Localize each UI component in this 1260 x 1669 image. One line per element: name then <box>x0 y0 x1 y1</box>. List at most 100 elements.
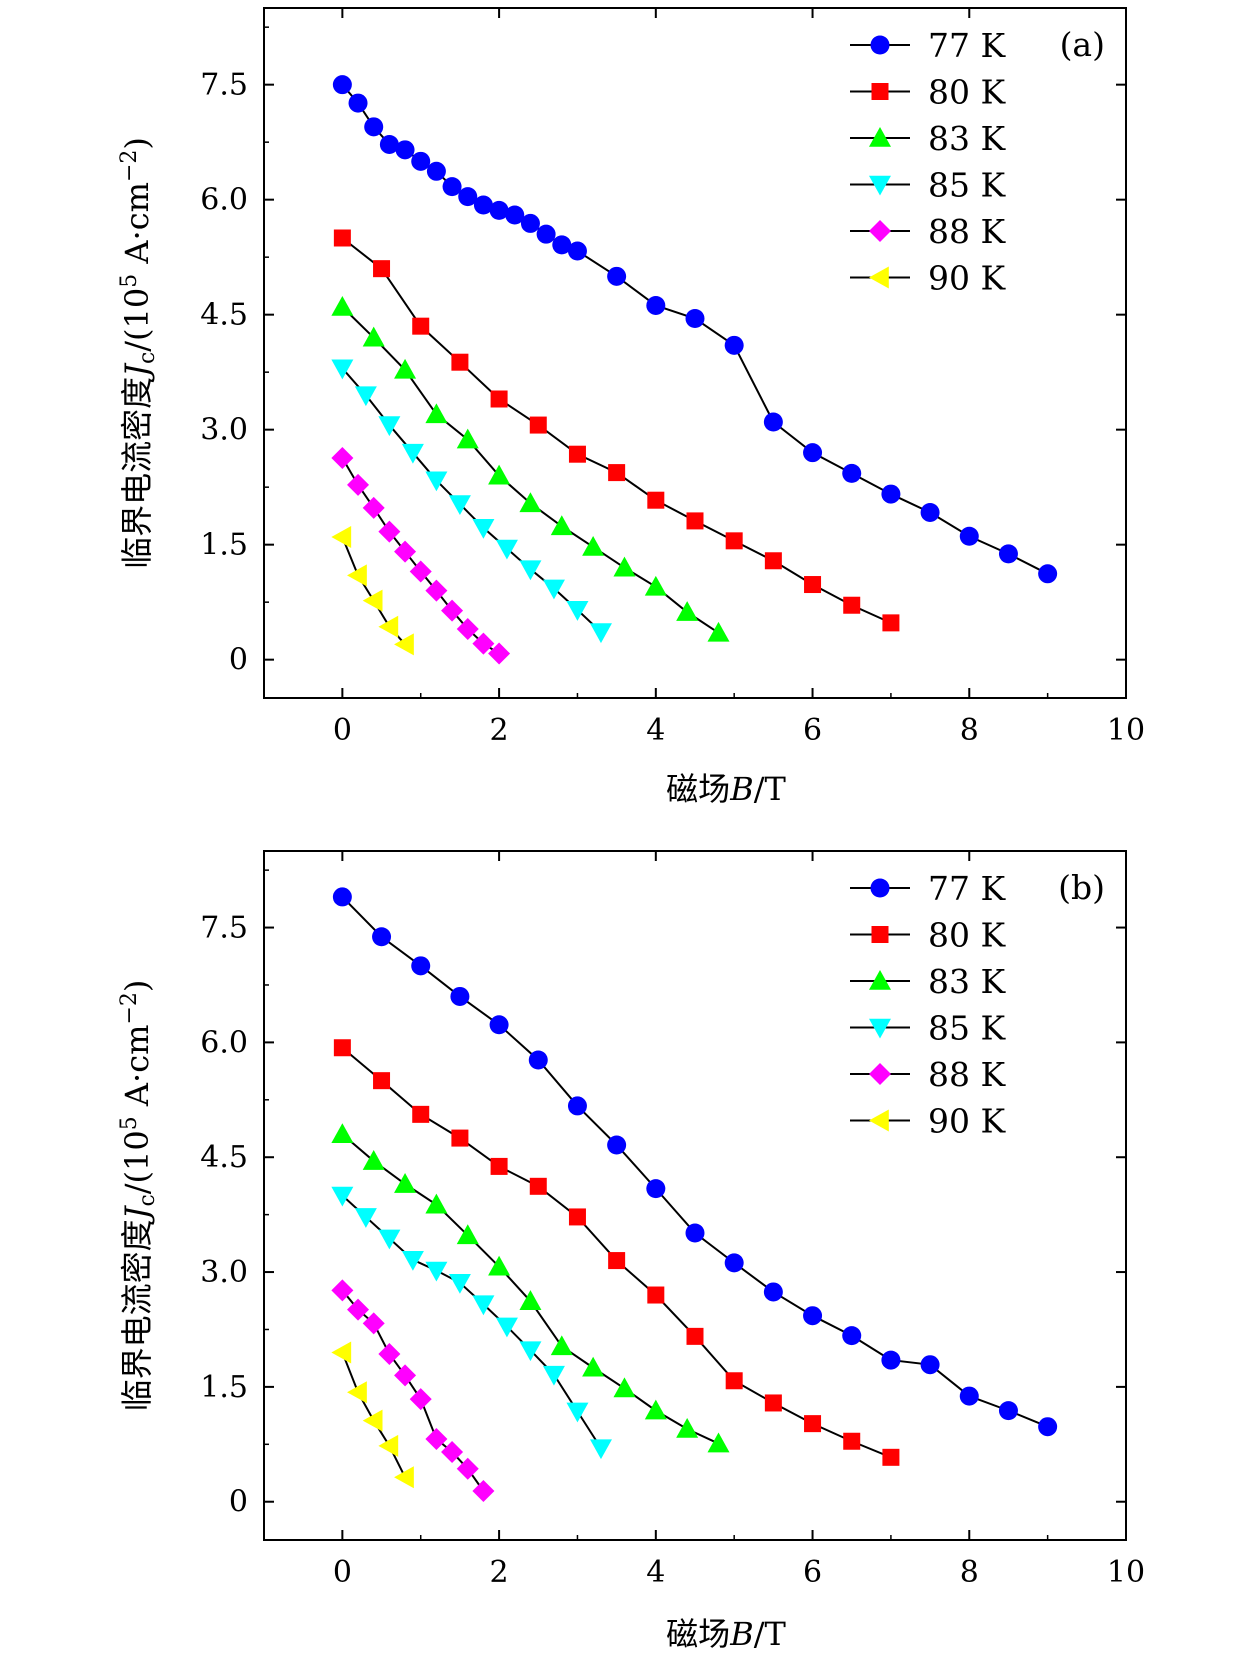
data-point <box>347 473 370 496</box>
data-point <box>472 519 495 539</box>
data-point <box>582 535 605 556</box>
data-point <box>441 599 464 622</box>
data-point <box>613 556 636 577</box>
data-point <box>373 260 391 278</box>
data-point <box>685 1223 705 1243</box>
x-tick-label: 2 <box>490 1555 509 1590</box>
legend-label: 85 K <box>928 1009 1006 1048</box>
data-point <box>448 495 471 516</box>
x-tick-label: 10 <box>1107 713 1145 748</box>
data-point <box>425 1261 448 1282</box>
data-point <box>347 1381 367 1404</box>
plot-frame <box>263 7 1127 699</box>
data-point <box>489 200 509 220</box>
data-point <box>959 1386 979 1406</box>
y-tick-label: 1.5 <box>200 1370 248 1405</box>
legend: 77 K 80 K 83 K 85 K 88 K 90 K <box>850 26 1006 298</box>
data-point <box>882 1448 900 1466</box>
data-point <box>378 615 399 638</box>
data-point <box>331 296 354 316</box>
data-point <box>395 140 415 160</box>
data-point <box>998 544 1018 564</box>
legend-marker <box>871 83 889 100</box>
data-point <box>472 1295 495 1316</box>
data-point <box>473 195 493 215</box>
data-point <box>920 502 940 522</box>
data-point <box>529 416 547 434</box>
data-point <box>1038 564 1058 584</box>
data-point <box>552 235 572 255</box>
chart-panel-a: 0 2 4 6 8 10 0 1.5 3.0 4.5 6.0 7.5 77 K 80 K 83 K 85 K 8… <box>117 7 1145 808</box>
panel-label: (b) <box>1058 868 1105 907</box>
x-axis-title: 磁场B/T <box>666 770 786 808</box>
series-85k <box>331 359 612 644</box>
legend-label: 80 K <box>928 916 1006 955</box>
legend-marker <box>869 970 891 990</box>
data-point <box>333 229 351 247</box>
data-point <box>803 1306 823 1326</box>
data-point <box>331 526 352 548</box>
y-tick-label: 7.5 <box>200 911 248 946</box>
x-tick-label: 0 <box>333 713 352 748</box>
y-tick-label: 3.0 <box>200 1255 248 1290</box>
y-tick-label: 0 <box>229 643 248 678</box>
data-point <box>362 496 385 519</box>
data-point <box>409 560 432 583</box>
data-point <box>804 1415 822 1433</box>
legend-label: 90 K <box>928 1102 1006 1141</box>
data-point <box>354 386 377 407</box>
data-point <box>488 642 511 665</box>
series-88k <box>331 447 511 665</box>
data-point <box>412 317 430 335</box>
data-point <box>763 412 783 432</box>
data-point <box>331 1186 354 1207</box>
data-point <box>425 1193 448 1214</box>
data-point <box>725 1372 743 1390</box>
data-point <box>647 1286 665 1304</box>
data-point <box>707 1432 730 1453</box>
data-point <box>490 1157 508 1175</box>
data-point <box>881 1350 901 1370</box>
data-point <box>347 1298 370 1321</box>
data-point <box>456 618 479 640</box>
legend-label: 90 K <box>928 259 1006 298</box>
data-point <box>425 579 448 602</box>
data-point <box>803 443 823 463</box>
data-point <box>959 526 979 546</box>
series-85k <box>331 1186 612 1460</box>
series-80k <box>333 229 900 632</box>
data-point <box>550 1335 573 1356</box>
data-point <box>724 1253 744 1273</box>
data-point <box>608 464 626 482</box>
data-point <box>401 443 424 464</box>
legend-marker <box>869 1109 889 1132</box>
data-point <box>401 1251 424 1271</box>
data-point <box>589 623 612 644</box>
series-90k <box>331 1341 414 1489</box>
data-point <box>843 1432 861 1450</box>
chart-panel-b: 0 2 4 6 8 10 0 1.5 3.0 4.5 6.0 7.5 77 K 80 K 83 K 85 K 8… <box>117 850 1145 1653</box>
data-point <box>451 1129 469 1147</box>
series-line <box>341 306 720 634</box>
data-point <box>528 1050 548 1070</box>
legend-marker <box>871 926 889 943</box>
data-point <box>426 161 446 181</box>
data-point <box>998 1401 1018 1421</box>
y-tick-label: 6.0 <box>200 1025 248 1060</box>
y-axis-title: 临界电流密度Jc/(105 A·cm−2) <box>117 137 160 569</box>
data-point <box>536 224 556 244</box>
data-point <box>763 1282 783 1302</box>
data-point <box>362 1409 383 1432</box>
data-point <box>451 353 469 371</box>
data-point <box>607 266 627 286</box>
legend-label: 77 K <box>928 869 1006 908</box>
data-point <box>394 1466 414 1489</box>
x-tick-label: 4 <box>646 713 665 748</box>
data-point <box>456 428 479 449</box>
legend-marker <box>870 35 890 55</box>
data-point <box>331 359 354 380</box>
y-tick-label: 4.5 <box>200 1140 248 1175</box>
data-point <box>442 177 462 197</box>
data-point <box>450 986 470 1006</box>
data-point <box>333 1039 351 1057</box>
